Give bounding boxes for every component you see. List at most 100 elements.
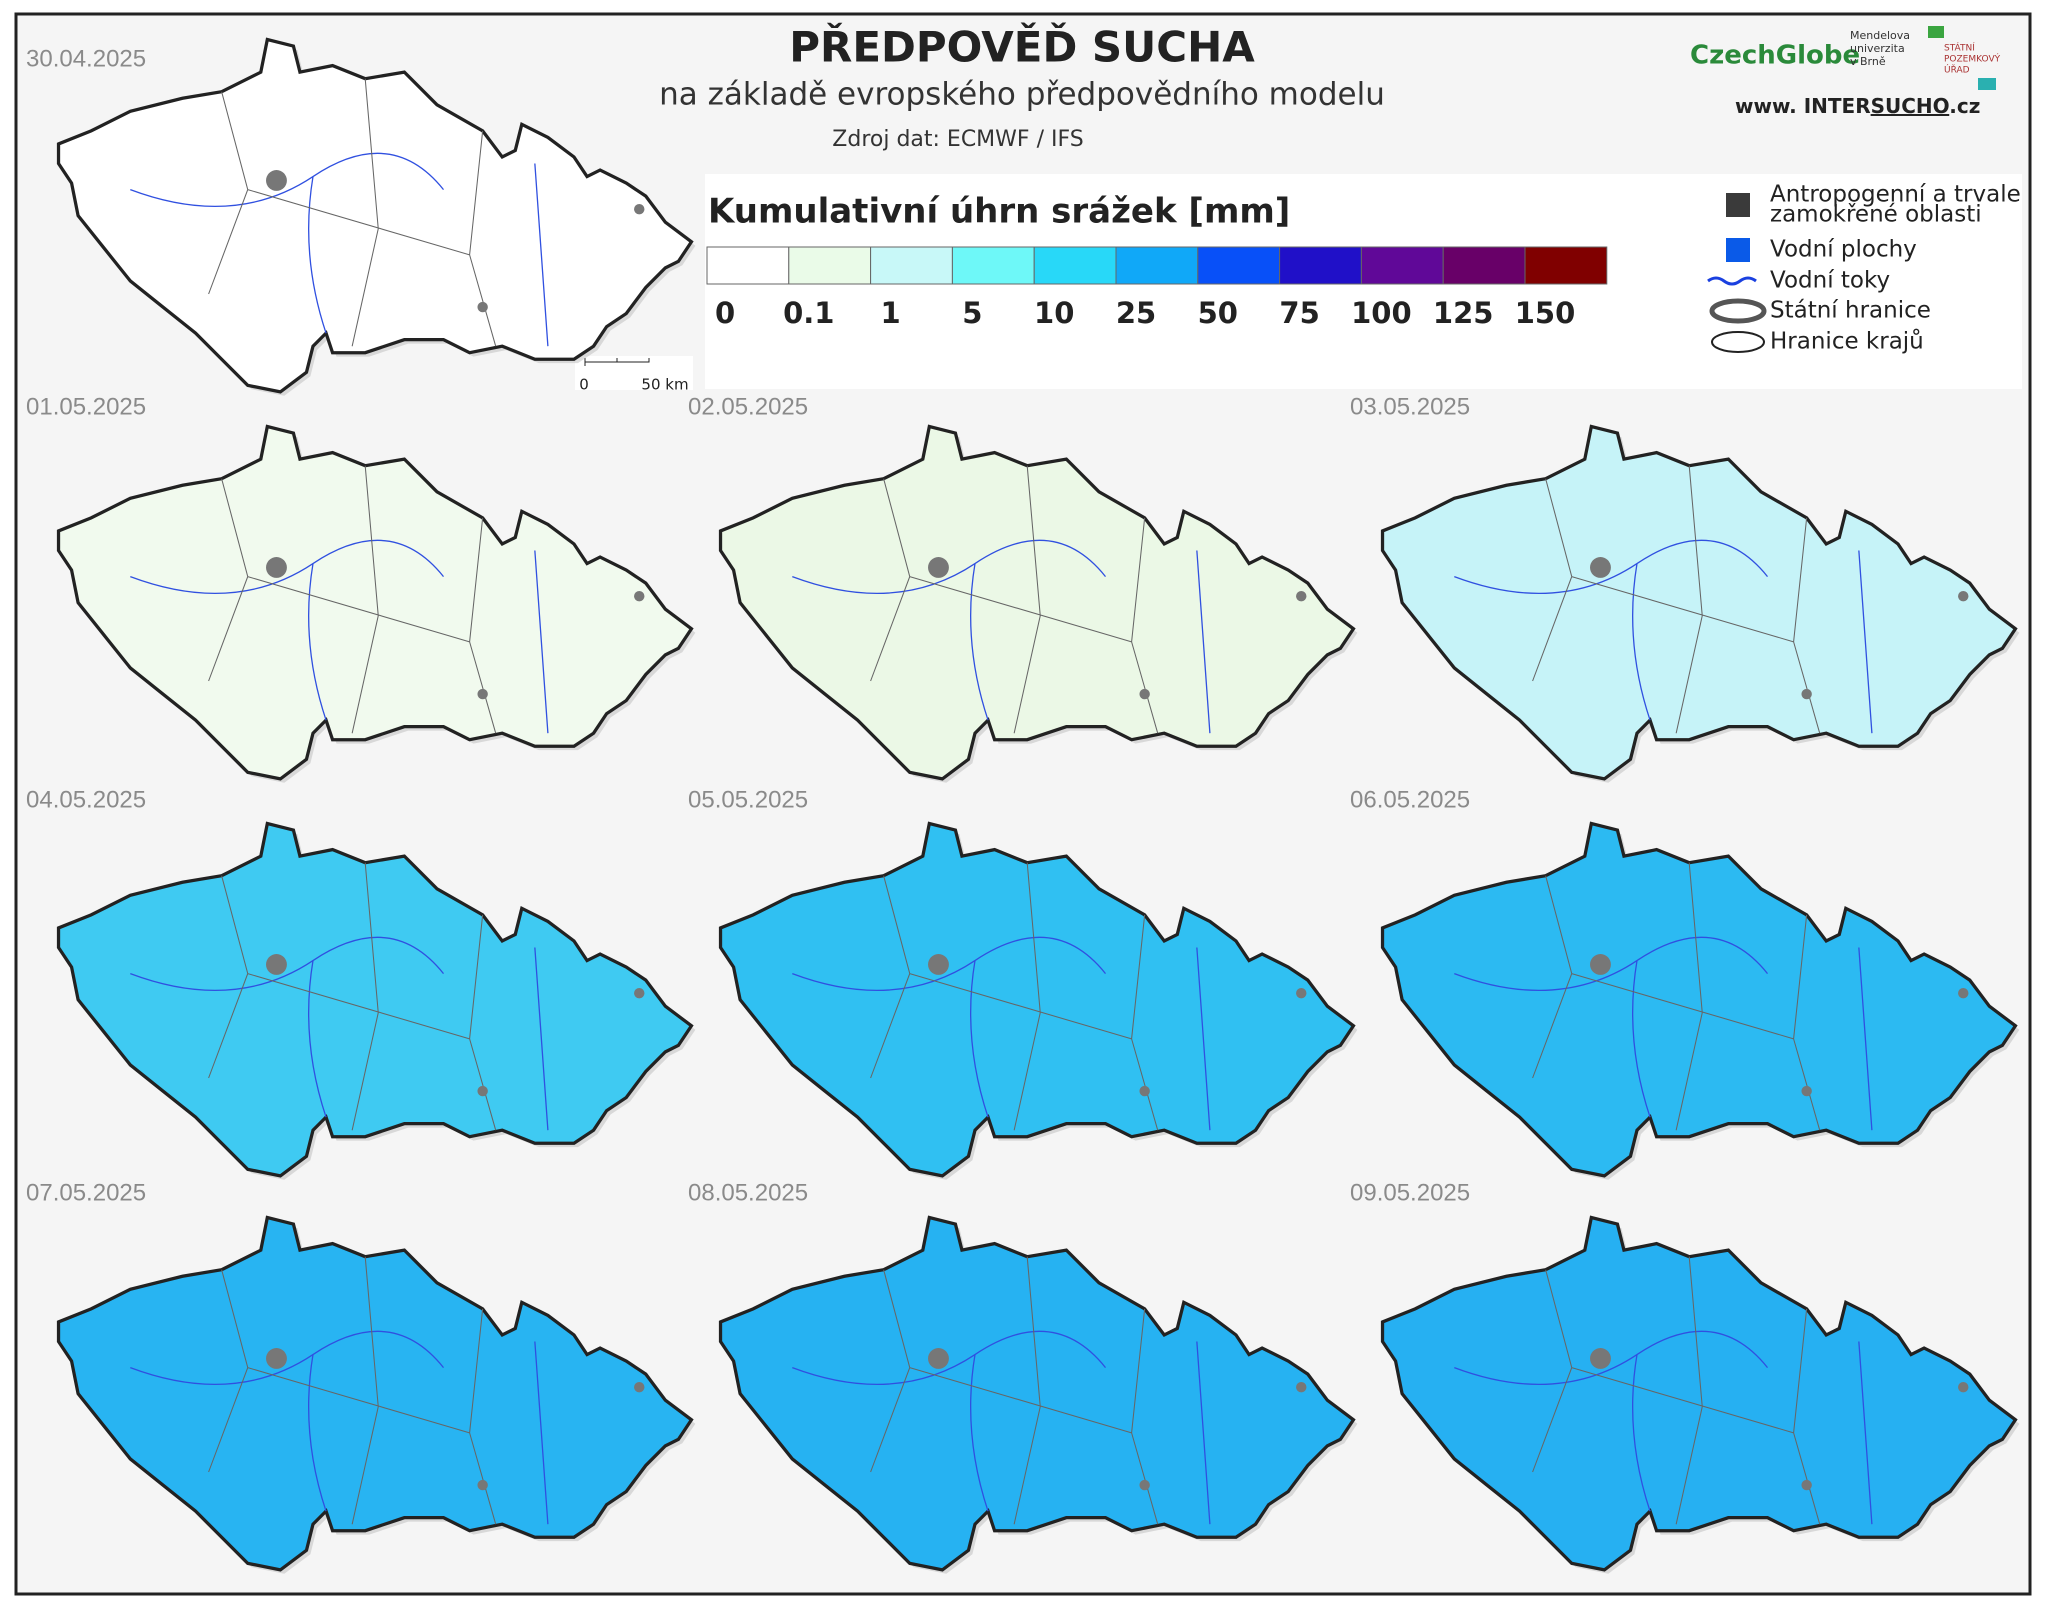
city bbox=[928, 1348, 949, 1369]
map bbox=[1380, 1215, 2020, 1574]
region-border bbox=[208, 862, 497, 1131]
map-date: 03.05.2025 bbox=[1350, 393, 1470, 420]
logo-mark bbox=[1978, 78, 1996, 90]
scale-label: 0 bbox=[715, 296, 735, 330]
river bbox=[1454, 1330, 1873, 1525]
logo-mark bbox=[1928, 26, 1944, 38]
region-border bbox=[870, 1256, 1159, 1525]
scale-cell bbox=[1360, 246, 1444, 285]
river bbox=[130, 539, 549, 734]
legend-symbol bbox=[1711, 331, 1765, 353]
scale-label: 5 bbox=[962, 296, 982, 330]
scale-cell bbox=[706, 246, 790, 285]
scale-label: 50 bbox=[1198, 296, 1238, 330]
logo-mendelu: Mendelova bbox=[1850, 29, 1910, 42]
city bbox=[1958, 590, 1969, 602]
city bbox=[266, 557, 287, 578]
legend-label: Vodní plochy bbox=[1770, 237, 1917, 263]
map-date: 02.05.2025 bbox=[688, 393, 808, 420]
scale-cell bbox=[1115, 246, 1199, 285]
river bbox=[130, 152, 549, 347]
city bbox=[634, 203, 645, 215]
legend-symbol bbox=[1726, 193, 1750, 217]
legend-label: Vodní toky bbox=[1770, 268, 1890, 294]
map bbox=[56, 424, 696, 783]
city bbox=[634, 590, 645, 602]
map-date: 07.05.2025 bbox=[26, 1179, 146, 1206]
logo-mendelu: v Brně bbox=[1850, 55, 1886, 68]
city bbox=[477, 301, 488, 313]
logo-spu: STÁTNÍ bbox=[1944, 42, 1975, 54]
city bbox=[928, 954, 949, 975]
river bbox=[130, 936, 549, 1131]
map-date: 09.05.2025 bbox=[1350, 1179, 1470, 1206]
city bbox=[1958, 987, 1969, 999]
scale-cell bbox=[1279, 246, 1362, 285]
city bbox=[1801, 688, 1812, 700]
legend-title: Kumulativní úhrn srážek [mm] bbox=[708, 192, 1290, 232]
river bbox=[1454, 539, 1873, 734]
map bbox=[1380, 821, 2020, 1180]
logo-spu: POZEMKOVÝ bbox=[1944, 53, 2001, 65]
region-border bbox=[1532, 862, 1821, 1131]
region-border bbox=[208, 1256, 497, 1525]
city bbox=[266, 170, 287, 191]
map-date: 08.05.2025 bbox=[688, 1179, 808, 1206]
city bbox=[477, 1085, 488, 1097]
map bbox=[718, 1215, 1358, 1574]
legend-label: Hranice krajů bbox=[1770, 328, 1924, 355]
scale-label: 75 bbox=[1279, 296, 1319, 330]
legend-symbol bbox=[1707, 276, 1757, 286]
scale-label: 1 bbox=[881, 296, 901, 330]
map bbox=[718, 821, 1358, 1180]
region-border bbox=[870, 862, 1159, 1131]
legend-label: zamokřené oblasti bbox=[1770, 202, 1982, 228]
scale-label: 100 bbox=[1351, 296, 1412, 330]
river bbox=[1454, 936, 1873, 1131]
scale-label: 25 bbox=[1116, 296, 1156, 330]
scale-cell bbox=[1524, 246, 1608, 285]
logo-czechglobe: CzechGlobe bbox=[1690, 41, 1860, 71]
map bbox=[56, 1215, 696, 1574]
scale-cell bbox=[1033, 246, 1117, 285]
intersucho-url: www. INTERSUCHO.cz bbox=[1735, 94, 1980, 118]
region-border bbox=[1532, 465, 1821, 734]
city bbox=[1590, 1348, 1611, 1369]
map-date: 01.05.2025 bbox=[26, 393, 146, 420]
map bbox=[56, 37, 696, 396]
region-border bbox=[1532, 1256, 1821, 1525]
scale-cell bbox=[951, 246, 1035, 285]
scale-label: 125 bbox=[1433, 296, 1494, 330]
map bbox=[1380, 424, 2020, 783]
river bbox=[130, 1330, 549, 1525]
city bbox=[266, 954, 287, 975]
logo-mendelu: univerzita bbox=[1850, 42, 1905, 55]
city bbox=[1139, 1085, 1150, 1097]
scale-cell bbox=[1197, 246, 1281, 285]
map-date: 30.04.2025 bbox=[26, 45, 146, 72]
city bbox=[1296, 1381, 1307, 1393]
city bbox=[477, 688, 488, 700]
scalebar-label: 50 km bbox=[641, 376, 688, 394]
map bbox=[718, 424, 1358, 783]
region-border bbox=[208, 78, 497, 347]
subtitle: na základě evropského předpovědního mode… bbox=[659, 77, 1385, 113]
city bbox=[1801, 1479, 1812, 1491]
map-date: 04.05.2025 bbox=[26, 786, 146, 813]
region-border bbox=[870, 465, 1159, 734]
map bbox=[56, 821, 696, 1180]
city bbox=[1139, 688, 1150, 700]
city bbox=[1958, 1381, 1969, 1393]
scale-label: 150 bbox=[1515, 296, 1576, 330]
city bbox=[634, 987, 645, 999]
legend-label: Antropogenní a trvale bbox=[1770, 182, 2021, 208]
map-date: 05.05.2025 bbox=[688, 786, 808, 813]
legend-symbol bbox=[1726, 238, 1750, 262]
region-border bbox=[208, 465, 497, 734]
city bbox=[634, 1381, 645, 1393]
logo-spu: ÚŘAD bbox=[1944, 64, 1970, 76]
scale-label: 10 bbox=[1034, 296, 1074, 330]
city bbox=[1296, 590, 1307, 602]
scale-cell bbox=[870, 246, 953, 285]
